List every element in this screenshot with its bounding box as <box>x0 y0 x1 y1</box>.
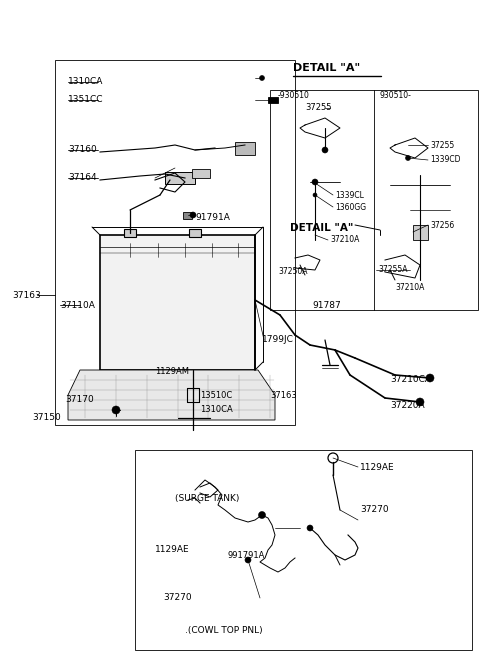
Text: 37250A: 37250A <box>278 267 308 277</box>
Circle shape <box>260 76 264 81</box>
Text: 1351CC: 1351CC <box>68 95 104 104</box>
Text: 1360GG: 1360GG <box>335 204 366 212</box>
Text: 37110A: 37110A <box>60 300 95 309</box>
Bar <box>270 90 478 310</box>
Text: 1339CD: 1339CD <box>430 156 460 164</box>
Circle shape <box>426 374 434 382</box>
Text: 37163: 37163 <box>12 290 41 300</box>
Bar <box>124 229 136 237</box>
Bar <box>135 450 472 650</box>
Bar <box>189 229 201 237</box>
Text: 991791A: 991791A <box>228 551 265 560</box>
Text: 1310CA: 1310CA <box>68 78 103 87</box>
Circle shape <box>245 557 251 563</box>
Circle shape <box>313 193 317 197</box>
Text: 1129AE: 1129AE <box>155 545 190 555</box>
Text: 1129AM: 1129AM <box>155 367 189 376</box>
Text: DETAIL "A": DETAIL "A" <box>290 223 353 233</box>
Circle shape <box>112 406 120 414</box>
Text: 37255: 37255 <box>305 104 332 112</box>
Text: 37255A: 37255A <box>378 265 408 275</box>
Text: 1339CL: 1339CL <box>335 191 364 200</box>
Text: 1129AE: 1129AE <box>360 463 395 472</box>
Bar <box>165 172 195 184</box>
Text: 37164: 37164 <box>68 173 96 183</box>
Polygon shape <box>68 370 275 420</box>
Text: 13510C: 13510C <box>200 390 232 399</box>
Text: DETAIL "A": DETAIL "A" <box>293 63 360 73</box>
Text: 1310CA: 1310CA <box>200 405 233 415</box>
Bar <box>55 60 295 425</box>
Text: 91791A: 91791A <box>195 214 230 223</box>
Circle shape <box>416 398 424 406</box>
Text: 37210A: 37210A <box>330 235 360 244</box>
Text: 37210CA: 37210CA <box>390 376 431 384</box>
Bar <box>268 97 278 103</box>
Circle shape <box>307 525 313 531</box>
Text: 37163: 37163 <box>270 390 297 399</box>
Text: 37160: 37160 <box>68 145 97 154</box>
Bar <box>183 212 192 219</box>
Text: (SURGE TANK): (SURGE TANK) <box>175 493 240 503</box>
Text: 1799JC: 1799JC <box>262 336 294 344</box>
Text: 37270: 37270 <box>360 505 389 514</box>
Text: 37255: 37255 <box>430 141 454 150</box>
Text: 930510-: 930510- <box>380 91 412 99</box>
Circle shape <box>312 179 318 185</box>
Text: 37210A: 37210A <box>395 284 424 292</box>
Text: 37270: 37270 <box>163 593 192 602</box>
Text: 37150: 37150 <box>32 413 61 422</box>
Circle shape <box>322 147 328 153</box>
Bar <box>413 225 428 240</box>
Circle shape <box>190 212 196 218</box>
Bar <box>100 235 255 370</box>
Text: .(COWL TOP PNL): .(COWL TOP PNL) <box>185 625 263 635</box>
Circle shape <box>259 512 265 518</box>
Text: 37170: 37170 <box>65 396 94 405</box>
Bar <box>192 169 210 178</box>
Text: -930510: -930510 <box>278 91 310 99</box>
Text: 37256: 37256 <box>430 221 454 229</box>
Bar <box>235 142 255 155</box>
Text: 37220A: 37220A <box>390 401 425 409</box>
Circle shape <box>406 156 410 160</box>
Text: 91787: 91787 <box>312 300 341 309</box>
